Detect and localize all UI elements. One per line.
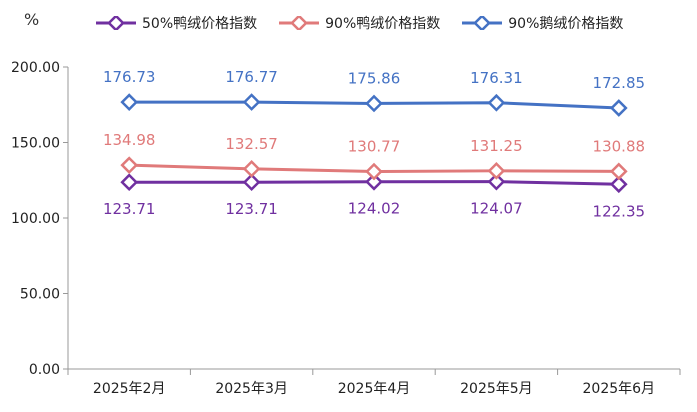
- data-label: 130.77: [348, 138, 401, 156]
- data-point: [242, 93, 261, 111]
- x-tick-label: 2025年2月: [93, 381, 166, 397]
- y-tick-label: 100.00: [11, 211, 60, 227]
- data-label: 132.57: [225, 135, 278, 153]
- y-tick-label: 0.00: [29, 362, 60, 378]
- legend: 50%鸭绒价格指数 90%鸭绒价格指数 90%鹅绒价格指数: [96, 13, 645, 33]
- data-label: 175.86: [348, 69, 401, 87]
- legend-label-50-duck: 50%鸭绒价格指数: [142, 16, 258, 32]
- data-label: 176.77: [225, 68, 278, 86]
- data-point: [365, 94, 383, 113]
- data-label: 123.71: [225, 200, 278, 218]
- y-tick-label: 200.00: [11, 60, 60, 76]
- legend-marker-90-duck: [279, 16, 320, 30]
- x-tick-label: 2025年4月: [338, 381, 411, 397]
- data-point: [120, 173, 139, 192]
- data-point: [242, 173, 261, 192]
- unit-label: %: [24, 10, 40, 29]
- x-tick-label: 2025年5月: [460, 381, 533, 397]
- data-label: 124.07: [470, 200, 523, 218]
- data-label: 131.25: [470, 137, 523, 155]
- data-point: [365, 162, 383, 181]
- legend-label-90-duck: 90%鸭绒价格指数: [325, 16, 441, 32]
- legend-label-90-goose: 90%鹅绒价格指数: [508, 16, 624, 32]
- data-label: 130.88: [593, 137, 646, 155]
- data-point: [365, 172, 383, 191]
- data-point: [609, 162, 628, 181]
- data-point: [120, 93, 139, 111]
- data-label: 124.02: [348, 200, 401, 218]
- data-label: 122.35: [593, 202, 646, 220]
- data-point: [120, 156, 139, 175]
- legend-item-90-goose: 90%鹅绒价格指数: [462, 13, 623, 33]
- data-label: 176.73: [103, 68, 156, 86]
- data-point: [487, 93, 506, 112]
- data-point: [487, 161, 506, 180]
- legend-marker-90-goose: [462, 16, 503, 30]
- legend-marker-50-duck: [96, 16, 136, 30]
- legend-item-50-duck: 50%鸭绒价格指数: [96, 13, 257, 33]
- data-label: 134.98: [103, 131, 156, 149]
- data-label: 172.85: [593, 74, 646, 92]
- y-tick-label: 150.00: [11, 136, 60, 152]
- legend-item-90-duck: 90%鸭绒价格指数: [279, 13, 440, 33]
- data-point: [609, 99, 628, 117]
- x-tick-label: 2025年3月: [215, 381, 288, 397]
- x-tick-label: 2025年6月: [583, 381, 656, 397]
- data-label: 176.31: [470, 69, 523, 87]
- data-point: [242, 159, 261, 178]
- data-label: 123.71: [103, 200, 156, 218]
- data-point: [487, 172, 506, 191]
- data-point: [609, 175, 628, 194]
- y-tick-label: 50.00: [20, 287, 60, 303]
